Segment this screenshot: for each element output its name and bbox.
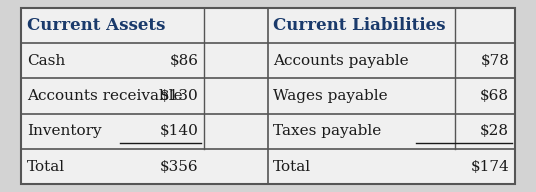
Text: Inventory: Inventory — [27, 124, 101, 138]
Text: Accounts payable: Accounts payable — [273, 54, 409, 68]
Text: Wages payable: Wages payable — [273, 89, 388, 103]
Text: $78: $78 — [480, 54, 509, 68]
Text: $356: $356 — [160, 160, 198, 174]
Text: Cash: Cash — [27, 54, 65, 68]
Text: Total: Total — [27, 160, 65, 174]
Text: $130: $130 — [160, 89, 198, 103]
Text: Current Liabilities: Current Liabilities — [273, 17, 446, 34]
Text: Accounts receivable: Accounts receivable — [27, 89, 182, 103]
FancyBboxPatch shape — [21, 8, 515, 184]
Text: Current Assets: Current Assets — [27, 17, 165, 34]
Text: $28: $28 — [480, 124, 509, 138]
Text: $68: $68 — [480, 89, 509, 103]
Text: Total: Total — [273, 160, 311, 174]
Text: Taxes payable: Taxes payable — [273, 124, 382, 138]
Text: $174: $174 — [471, 160, 509, 174]
Text: $140: $140 — [160, 124, 198, 138]
Text: $86: $86 — [169, 54, 198, 68]
